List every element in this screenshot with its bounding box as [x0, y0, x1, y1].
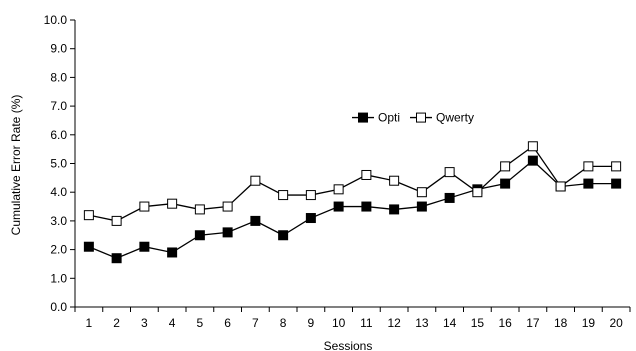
- x-tick-label: 9: [308, 316, 315, 330]
- y-axis: 0.0 1.0 2.0 3.0 4.0 5.0 6.0 7.0 8.0 9.0 10.0: [44, 13, 76, 314]
- opti-legend-marker: [358, 112, 368, 123]
- x-tick-label: 3: [141, 316, 148, 330]
- x-tick-label: 18: [554, 316, 568, 330]
- x-tick-label: 11: [360, 316, 373, 330]
- opti-point: [389, 204, 400, 215]
- x-tick-label: 20: [609, 316, 623, 330]
- qwerty-point: [194, 204, 205, 215]
- x-tick-label: 2: [113, 316, 120, 330]
- qwerty-point: [500, 161, 511, 172]
- opti-point: [361, 201, 372, 212]
- x-tick-label: 6: [224, 316, 231, 330]
- y-tick-label: 1.0: [50, 271, 67, 285]
- x-tick-label: 17: [526, 316, 540, 330]
- y-tick-label: 6.0: [50, 128, 67, 142]
- qwerty-point: [305, 190, 316, 201]
- x-tick-label: 8: [280, 316, 287, 330]
- y-axis-title: Cumulative Error Rate (%): [9, 95, 23, 236]
- qwerty-point: [83, 210, 94, 221]
- qwerty-point: [416, 187, 427, 198]
- opti-point: [167, 247, 178, 258]
- y-tick-label: 4.0: [50, 185, 67, 199]
- x-tick-label: 1: [86, 316, 93, 330]
- qwerty-legend-marker: [416, 112, 426, 123]
- legend: Opti Qwerty: [352, 111, 474, 125]
- series-layer: [83, 141, 622, 264]
- x-tick-label: 16: [498, 316, 512, 330]
- qwerty-point: [611, 161, 622, 172]
- opti-point: [222, 227, 233, 238]
- opti-point: [111, 253, 122, 264]
- opti-point: [139, 241, 150, 252]
- qwerty-point: [361, 169, 372, 180]
- opti-series-line: [88, 159, 617, 259]
- x-tick-label: 7: [252, 316, 259, 330]
- qwerty-point: [278, 190, 289, 201]
- qwerty-point: [222, 201, 233, 212]
- x-tick-label: 19: [582, 316, 596, 330]
- qwerty-point: [389, 175, 400, 186]
- opti-point: [527, 155, 538, 166]
- y-tick-label: 8.0: [50, 70, 67, 84]
- opti-point: [333, 201, 344, 212]
- y-tick-label: 0.0: [50, 300, 67, 314]
- qwerty-point: [333, 184, 344, 195]
- opti-point: [305, 213, 316, 224]
- opti-point: [611, 178, 622, 189]
- y-tick-label: 9.0: [50, 42, 67, 56]
- y-tick-label: 7.0: [50, 99, 67, 113]
- qwerty-point: [583, 161, 594, 172]
- y-tick-label: 5.0: [50, 157, 67, 171]
- x-axis: 1 2 3 4 5 6 7 8 9 10 11 12 13 14 15 16 17 18 19 20: [74, 306, 631, 330]
- x-tick-label: 12: [387, 316, 401, 330]
- x-tick-label: 13: [415, 316, 429, 330]
- qwerty-legend-label: Qwerty: [436, 111, 474, 125]
- x-tick-label: 5: [197, 316, 204, 330]
- qwerty-point: [472, 187, 483, 198]
- opti-point: [416, 201, 427, 212]
- opti-point: [194, 230, 205, 241]
- qwerty-point: [111, 215, 122, 226]
- y-tick-label: 3.0: [50, 214, 67, 228]
- qwerty-point: [555, 181, 566, 192]
- qwerty-point: [527, 141, 538, 152]
- opti-point: [250, 215, 261, 226]
- x-tick-label: 10: [332, 316, 346, 330]
- qwerty-point: [167, 198, 178, 209]
- x-tick-label: 14: [443, 316, 457, 330]
- x-axis-title: Sessions: [324, 339, 373, 351]
- opti-point: [278, 230, 289, 241]
- qwerty-point: [139, 201, 150, 212]
- opti-point: [83, 241, 94, 252]
- qwerty-point: [444, 167, 455, 178]
- x-tick-label: 4: [169, 316, 176, 330]
- y-tick-label: 2.0: [50, 243, 67, 257]
- opti-point: [500, 178, 511, 189]
- opti-legend-label: Opti: [378, 111, 400, 125]
- x-tick-label: 15: [471, 316, 485, 330]
- y-tick-label: 10.0: [44, 13, 68, 27]
- qwerty-point: [250, 175, 261, 186]
- opti-point: [583, 178, 594, 189]
- opti-point: [444, 192, 455, 203]
